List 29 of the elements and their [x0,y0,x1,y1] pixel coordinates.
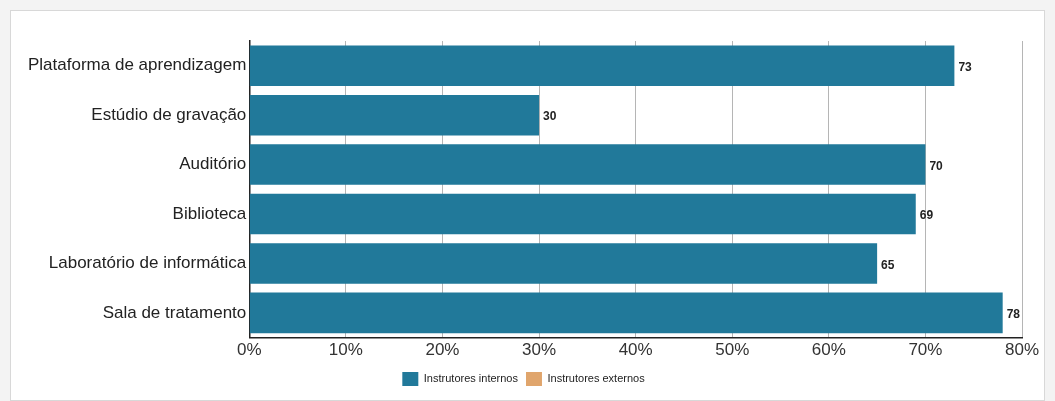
data-label: 70 [929,158,944,173]
x-tick-label: 0% [237,340,262,360]
x-tick-label: 50% [715,340,750,360]
legend-label: Instrutores externos [547,372,646,385]
y-tick-label: Biblioteca [172,203,247,223]
bar [249,243,878,284]
data-label: 78 [1006,307,1021,322]
y-tick-label: Plataforma de aprendizagem [28,55,247,75]
data-label: 73 [958,60,973,75]
bar [249,45,955,86]
x-tick-label: 30% [522,340,557,360]
y-tick-label: Laboratório de informática [48,253,247,273]
bar [249,193,916,235]
x-tick-label: 80% [1004,340,1040,360]
data-label: 69 [919,208,934,223]
y-tick-label: Estúdio de gravação [91,104,247,124]
y-tick-label: Auditório [179,154,247,174]
data-label: 65 [881,257,895,272]
x-tick-label: 10% [328,340,363,360]
bar [249,292,1003,334]
bar [249,144,926,185]
bar [249,94,540,136]
x-tick-label: 70% [908,340,943,360]
data-label: 30 [543,109,557,124]
x-tick-label: 20% [425,340,460,360]
y-tick-label: Sala de tratamento [102,302,247,322]
x-tick-label: 40% [618,340,653,360]
legend-label: Instrutores internos [423,372,519,385]
x-tick-label: 60% [811,340,846,360]
